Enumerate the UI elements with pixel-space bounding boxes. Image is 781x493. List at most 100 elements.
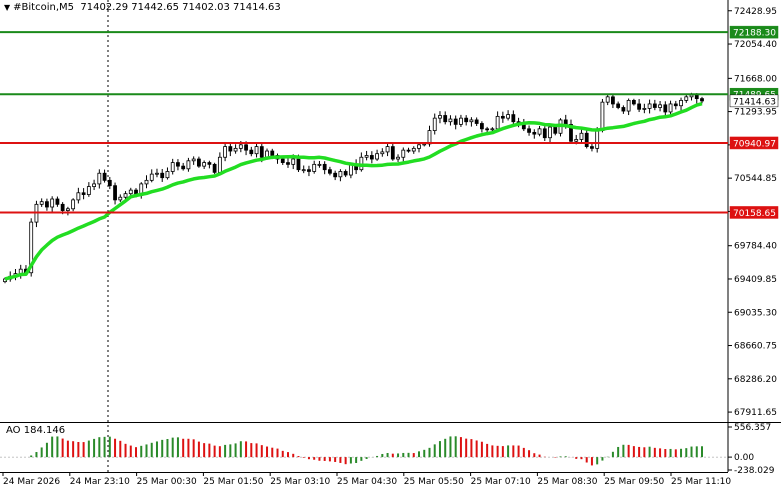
candle xyxy=(432,113,437,135)
candle-body xyxy=(322,163,327,171)
candle-body xyxy=(417,144,421,149)
candle-body xyxy=(647,103,652,109)
candle-body xyxy=(238,144,243,149)
candle-body xyxy=(86,186,91,195)
candle xyxy=(417,142,421,153)
candle xyxy=(401,147,406,162)
candle xyxy=(328,166,332,176)
candle-body xyxy=(553,126,558,134)
candle xyxy=(301,165,306,174)
candle xyxy=(375,149,379,161)
candle xyxy=(118,194,123,203)
candle xyxy=(438,111,442,124)
candle xyxy=(652,99,657,111)
chart-header: ▼ #Bitcoin,M5 71402.29 71442.65 71402.03 … xyxy=(4,2,281,13)
candle-body xyxy=(202,162,207,167)
candle xyxy=(537,125,542,137)
time-tick-label: 25 Mar 00:30 xyxy=(137,477,197,487)
candle-body xyxy=(249,149,254,155)
candle xyxy=(500,111,505,123)
candle-body xyxy=(186,160,191,170)
time-tick-label: 25 Mar 01:50 xyxy=(203,477,263,487)
price-tick-label: 68286.20 xyxy=(734,375,777,385)
candle xyxy=(181,162,186,171)
candle xyxy=(39,198,44,207)
candle-body xyxy=(459,117,463,125)
candle-body xyxy=(254,146,259,155)
candle-body xyxy=(574,139,579,142)
candle xyxy=(45,198,49,211)
candle xyxy=(197,156,201,168)
candle-body xyxy=(631,99,636,105)
candle-body xyxy=(438,115,442,119)
candle-body xyxy=(312,163,317,172)
candle xyxy=(511,110,516,126)
candle xyxy=(212,162,217,174)
candle-body xyxy=(453,118,458,125)
candle xyxy=(369,151,374,164)
candle-body xyxy=(296,158,301,171)
candle-body xyxy=(160,172,165,179)
candle-body xyxy=(584,132,589,147)
candle-body xyxy=(76,192,81,201)
candle-body xyxy=(259,146,264,158)
candle xyxy=(647,99,652,114)
candle xyxy=(548,124,552,143)
candle-body xyxy=(45,201,49,208)
candle xyxy=(176,159,180,171)
candle-body xyxy=(511,114,516,123)
candle xyxy=(616,101,621,110)
candle-body xyxy=(479,123,484,130)
candle-body xyxy=(527,128,531,133)
candle-body xyxy=(181,165,186,170)
candle-body xyxy=(343,171,348,176)
candle xyxy=(317,160,322,168)
indicator-label: AO 184.146 xyxy=(6,425,65,436)
candle xyxy=(50,196,55,212)
price-label-box xyxy=(729,94,779,108)
candle-body xyxy=(60,203,65,211)
candle-body xyxy=(605,96,610,103)
candle-body xyxy=(626,99,631,112)
candle-body xyxy=(411,147,416,152)
candle-body xyxy=(448,118,453,123)
candle xyxy=(663,101,668,117)
candle xyxy=(359,152,364,172)
price-label: 72188.30 xyxy=(733,29,776,39)
moving-average-line xyxy=(4,102,703,281)
symbol-label: #Bitcoin,M5 xyxy=(13,2,74,13)
candle xyxy=(679,97,683,111)
candle-body xyxy=(563,119,568,125)
candle xyxy=(658,101,662,112)
candle xyxy=(228,142,233,157)
candle-body xyxy=(663,104,668,113)
candle-body xyxy=(548,126,552,139)
candle-body xyxy=(123,193,128,198)
candle-body xyxy=(506,114,510,119)
candle xyxy=(191,156,196,165)
candle xyxy=(86,182,91,197)
candle-body xyxy=(595,130,600,149)
candle xyxy=(81,188,86,200)
candle xyxy=(479,121,484,133)
candle xyxy=(474,117,479,126)
candle xyxy=(453,115,458,130)
candle xyxy=(626,98,631,116)
candle xyxy=(249,146,254,157)
dropdown-triangle-icon[interactable]: ▼ xyxy=(4,3,11,12)
time-tick-label: 25 Mar 09:50 xyxy=(604,477,664,487)
candle xyxy=(186,157,191,172)
candle xyxy=(312,160,317,174)
candle-body xyxy=(616,103,621,108)
candle xyxy=(443,111,448,125)
candle-body xyxy=(495,115,500,130)
candle-body xyxy=(212,163,217,173)
candle xyxy=(684,94,689,103)
candle xyxy=(55,196,60,207)
candle xyxy=(343,169,348,178)
candle-body xyxy=(537,128,542,135)
candle-body xyxy=(107,179,112,187)
candle xyxy=(527,125,531,136)
